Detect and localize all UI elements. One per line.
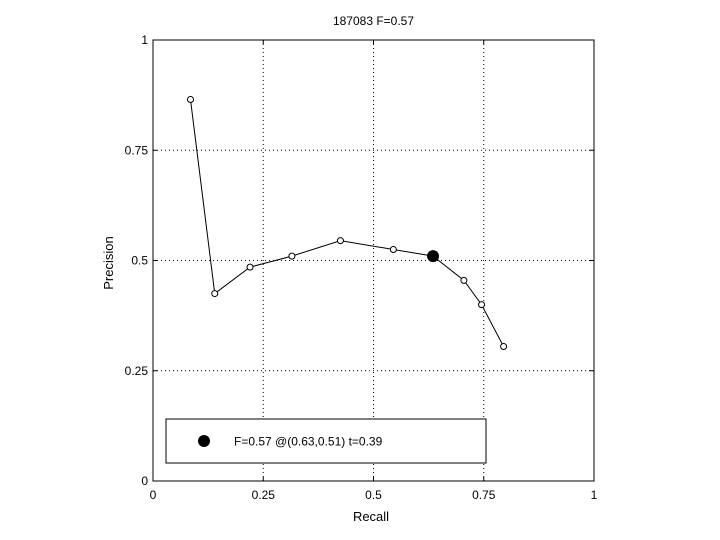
data-point [478,301,486,309]
y-tick-label: 0 [141,474,148,488]
y-tick-label: 0.5 [131,254,148,268]
x-tick-label: 0 [150,488,157,502]
axis-ticks: 0 0.25 0.5 0.75 1 0 0.25 0.5 0.75 1 [125,33,598,502]
y-tick-label: 0.75 [125,143,149,157]
x-tick-label: 0.75 [472,488,496,502]
chart-title: 187083 F=0.57 [333,14,414,28]
y-tick-label: 0.25 [125,364,149,378]
data-point [211,290,219,298]
legend-box [165,418,487,464]
series-layer [186,96,508,350]
highlight-point [427,250,440,263]
legend-entry-text: F=0.57 @(0.63,0.51) t=0.39 [234,435,383,449]
x-tick-label: 0.5 [365,488,382,502]
legend-marker-filled-circle [198,435,210,447]
data-point [500,342,508,350]
grid-lines [153,40,594,481]
data-point [288,252,296,260]
data-point [460,276,468,284]
data-point [336,237,344,245]
x-tick-label: 1 [591,488,598,502]
data-point [389,245,397,253]
y-axis-title: Precision [101,236,116,289]
y-tick-label: 1 [141,33,148,47]
legend: F=0.57 @(0.63,0.51) t=0.39 [165,418,487,464]
x-tick-label: 0.25 [252,488,276,502]
data-point [186,96,194,104]
data-point [246,263,254,271]
x-axis-title: Recall [353,509,389,524]
series-line [189,99,505,347]
